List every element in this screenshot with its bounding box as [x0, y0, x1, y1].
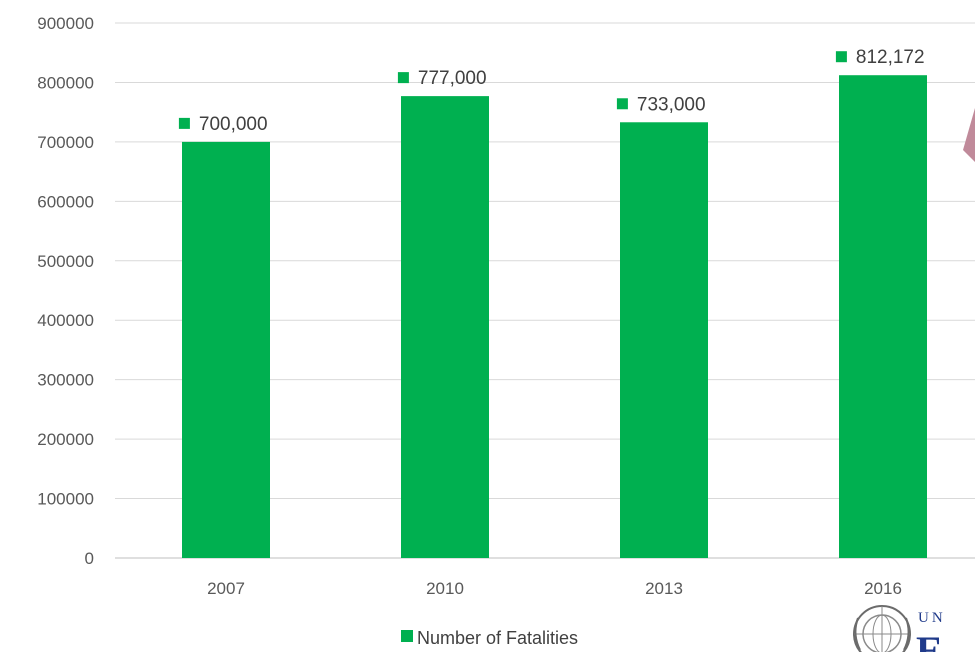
un-logo-letter: E	[916, 628, 943, 652]
x-tick-label: 2016	[864, 579, 902, 598]
bar-2013	[620, 122, 708, 559]
bar-2010	[401, 96, 489, 558]
y-tick-label: 800000	[37, 73, 94, 92]
x-axis-ticks: 2007 2010 2013 2016	[207, 579, 902, 598]
data-label-2007: 700,000	[199, 114, 268, 135]
data-label-marker	[835, 51, 847, 63]
un-logo: UN E	[853, 605, 946, 652]
un-emblem-icon	[853, 605, 911, 652]
y-tick-label: 0	[85, 549, 94, 568]
decorative-arrow-shape	[963, 108, 975, 162]
y-tick-label: 900000	[37, 14, 94, 33]
data-label-2010: 777,000	[418, 68, 487, 89]
data-label-marker	[616, 98, 628, 110]
un-logo-text: UN	[918, 610, 946, 626]
y-tick-label: 400000	[37, 311, 94, 330]
bar-2016	[839, 75, 927, 559]
bar-2007	[182, 141, 270, 558]
x-tick-label: 2007	[207, 579, 245, 598]
y-tick-label: 600000	[37, 192, 94, 211]
x-tick-label: 2013	[645, 579, 683, 598]
data-label-2016: 812,172	[856, 47, 925, 68]
data-label-marker	[397, 72, 409, 84]
bars	[182, 75, 927, 559]
y-tick-label: 300000	[37, 371, 94, 390]
legend-swatch	[401, 630, 413, 642]
y-axis-ticks: 0 100000 200000 300000 400000 500000 600000 700…	[37, 14, 94, 568]
data-label-marker	[178, 117, 190, 129]
y-tick-label: 200000	[37, 430, 94, 449]
x-tick-label: 2010	[426, 579, 464, 598]
data-label-2013: 733,000	[637, 94, 706, 115]
y-tick-label: 500000	[37, 252, 94, 271]
legend-entry-label: Number of Fatalities	[417, 628, 578, 648]
data-labels: 700,000 777,000 733,000 812,172	[178, 47, 925, 135]
y-tick-label: 100000	[37, 490, 94, 509]
legend: Number of Fatalities	[401, 628, 578, 648]
y-tick-label: 700000	[37, 133, 94, 152]
